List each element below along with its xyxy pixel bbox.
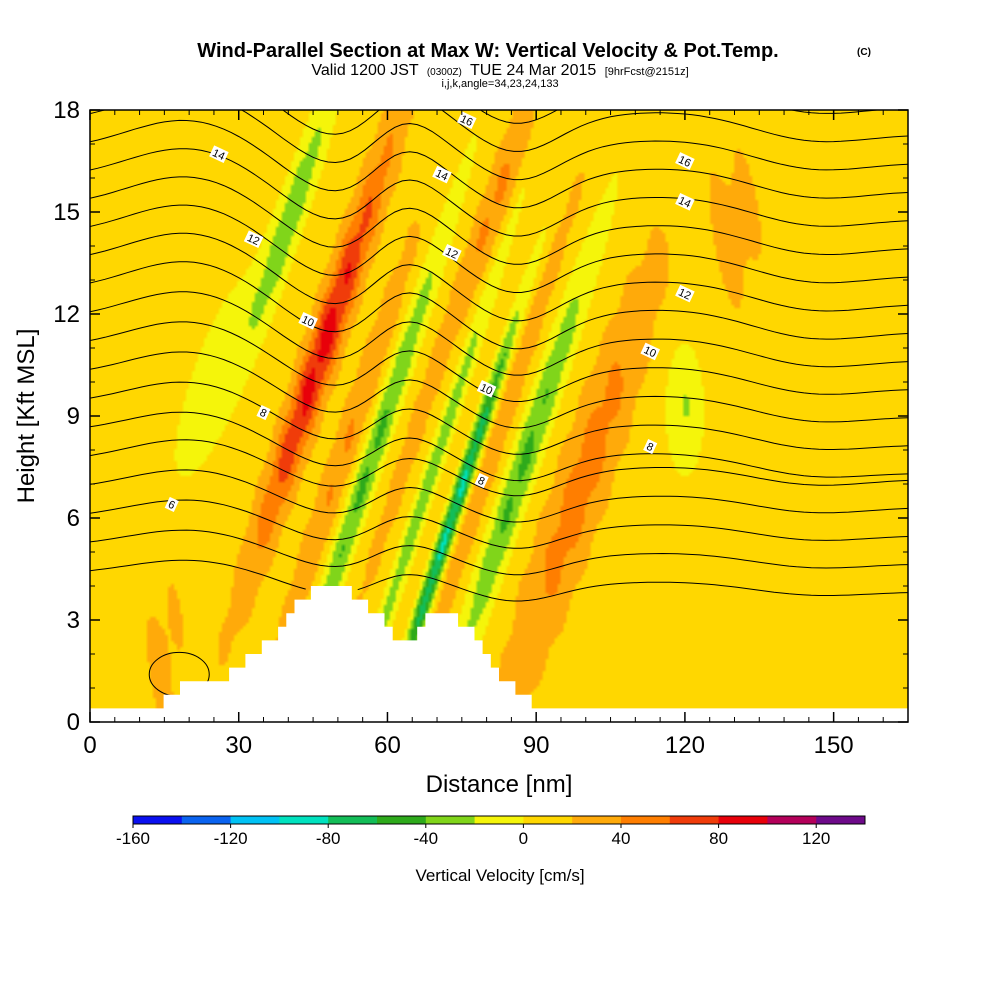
contour-labels: 6 8 8 8 10 10 10 12 12 12 14 14 14 16 16 bbox=[164, 111, 695, 512]
x-axis-label: Distance [nm] bbox=[426, 771, 573, 798]
svg-text:10: 10 bbox=[642, 344, 658, 360]
svg-text:12: 12 bbox=[676, 286, 692, 302]
y-tick-label: 0 bbox=[67, 709, 80, 736]
contour-label: 8 bbox=[643, 439, 658, 454]
colorbar-swatch bbox=[377, 816, 427, 824]
contour-label: 12 bbox=[675, 284, 695, 303]
colorbar-swatch bbox=[523, 816, 573, 824]
x-tick-label: 150 bbox=[814, 732, 854, 759]
colorbar-tick-label: 0 bbox=[519, 829, 528, 848]
x-tick-label: 120 bbox=[665, 732, 705, 759]
contour-label: 12 bbox=[442, 243, 462, 262]
svg-text:14: 14 bbox=[676, 195, 692, 211]
colorbar-swatch bbox=[279, 816, 329, 824]
valid-utc: (0300Z) bbox=[427, 67, 462, 78]
svg-text:8: 8 bbox=[258, 407, 269, 420]
velocity-field bbox=[90, 110, 908, 722]
colorbar-label: Vertical Velocity [cm/s] bbox=[415, 866, 584, 885]
x-tick-label: 0 bbox=[83, 732, 96, 759]
y-tick-label: 18 bbox=[53, 97, 80, 124]
colorbar-swatch bbox=[425, 816, 476, 824]
contour-label: 12 bbox=[243, 230, 264, 248]
section-params: i,j,k,angle=34,23,24,133 bbox=[441, 78, 558, 90]
colorbar-swatch bbox=[230, 816, 280, 824]
contour-label: 8 bbox=[474, 473, 489, 488]
svg-text:12: 12 bbox=[443, 246, 459, 262]
svg-text:8: 8 bbox=[644, 441, 655, 454]
colorbar-swatch bbox=[474, 816, 524, 824]
colorbar-tick-label: -160 bbox=[116, 829, 150, 848]
contour-label: 14 bbox=[675, 192, 695, 211]
svg-text:10: 10 bbox=[300, 314, 316, 330]
valid-time-line: Valid 1200 JST (0300Z) TUE 24 Mar 2015 [… bbox=[311, 62, 688, 79]
y-tick-label: 15 bbox=[53, 199, 80, 226]
colorbar-tick-label: -80 bbox=[316, 829, 341, 848]
colorbar-swatch bbox=[621, 816, 671, 824]
theta-contours bbox=[90, 110, 908, 697]
svg-text:12: 12 bbox=[245, 232, 261, 248]
contour-label: 6 bbox=[164, 496, 179, 512]
colorbar-swatch bbox=[816, 816, 866, 824]
contour-label: 10 bbox=[640, 342, 660, 360]
forecast-info: [9hrFcst@2151z] bbox=[605, 66, 689, 78]
svg-text:10: 10 bbox=[478, 382, 494, 398]
colorbar-tick-label: 120 bbox=[802, 829, 830, 848]
contour-label: 14 bbox=[432, 165, 452, 184]
valid-prefix: Valid 1200 JST bbox=[311, 62, 419, 79]
x-tick-label: 90 bbox=[523, 732, 550, 759]
contour-label: 16 bbox=[675, 152, 695, 170]
colorbar-swatch bbox=[718, 816, 768, 824]
x-tick-label: 60 bbox=[374, 732, 401, 759]
contour-label: 16 bbox=[456, 111, 477, 129]
colorbar-tick-label: -120 bbox=[214, 829, 248, 848]
colorbar-tick-label: 40 bbox=[612, 829, 631, 848]
terrain-mask bbox=[90, 586, 908, 722]
colorbar: -160 -120 -80 -40 0 40 80 120 bbox=[116, 815, 866, 848]
chart-title: Wind-Parallel Section at Max W: Vertical… bbox=[197, 40, 778, 62]
colorbar-swatch bbox=[328, 816, 378, 824]
y-tick-label: 12 bbox=[53, 301, 80, 328]
contour-label: 8 bbox=[256, 405, 271, 420]
svg-text:14: 14 bbox=[433, 167, 449, 183]
colorbar-frame bbox=[132, 815, 866, 825]
y-tick-label: 9 bbox=[67, 403, 80, 430]
colorbar-tick-label: 80 bbox=[709, 829, 728, 848]
contour-label: 10 bbox=[298, 311, 318, 330]
svg-text:8: 8 bbox=[476, 475, 487, 488]
colorbar-tick-label: -40 bbox=[414, 829, 439, 848]
svg-text:16: 16 bbox=[458, 113, 474, 129]
colorbar-swatch bbox=[572, 816, 622, 824]
contour-label: 10 bbox=[476, 379, 497, 398]
y-tick-label: 6 bbox=[67, 505, 80, 532]
y-axis-label: Height [Kft MSL] bbox=[13, 329, 40, 504]
axis-ticks: 0 30 60 90 120 150 0 3 6 9 12 15 18 bbox=[53, 97, 908, 759]
title-unit: (C) bbox=[857, 47, 871, 58]
colorbar-swatch bbox=[133, 816, 183, 824]
y-tick-label: 3 bbox=[67, 607, 80, 634]
svg-text:6: 6 bbox=[166, 499, 177, 512]
x-tick-label: 30 bbox=[225, 732, 252, 759]
svg-text:16: 16 bbox=[676, 154, 692, 170]
contour-label: 14 bbox=[209, 145, 229, 163]
colorbar-swatch bbox=[181, 816, 232, 824]
svg-text:14: 14 bbox=[210, 147, 226, 163]
colorbar-swatch bbox=[669, 816, 720, 824]
valid-date: TUE 24 Mar 2015 bbox=[470, 62, 596, 79]
colorbar-swatch bbox=[767, 816, 817, 824]
